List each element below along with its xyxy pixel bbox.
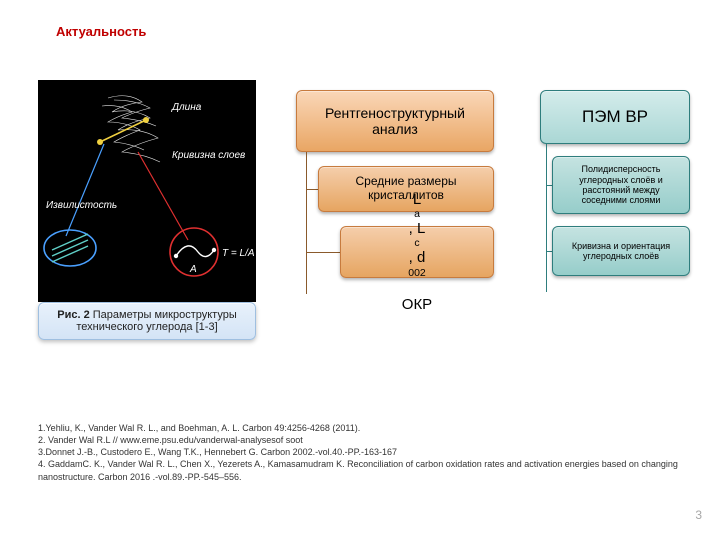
- sa2-box1: ПЭМ ВР: [540, 90, 690, 144]
- ref-3: 3.Donnet J.-B., Custodero E., Wang T.K.,…: [38, 446, 678, 458]
- sa2-box3: Кривизна и ориентация углеродных слоёв: [552, 226, 690, 276]
- ref-4: 4. GaddamC. K., Vander Wal R. L., Chen X…: [38, 458, 678, 482]
- sa1-box2: Средние размеры кристаллитов: [318, 166, 494, 212]
- slide-title: Актуальность: [56, 24, 146, 39]
- sa2-box2: Полидисперсность углеродных слоёв и расс…: [552, 156, 690, 214]
- sa1-box1: Рентгеноструктурный анализ: [296, 90, 494, 152]
- fig-ann-length: Длина: [171, 102, 202, 113]
- figure-image: A T = L/A Длина Кривизна слоев Извилисто…: [38, 80, 256, 302]
- figure-caption-rest: Параметры микроструктуры технического уг…: [76, 309, 236, 333]
- smartart-left: Рентгеноструктурный анализ Средние разме…: [296, 90, 494, 152]
- fig-ann-curvature: Кривизна слоев: [172, 150, 245, 161]
- figure-caption-prefix: Рис. 2: [57, 309, 89, 321]
- sa1-box3: La, Lc, d002ОКР: [340, 226, 494, 278]
- ref-2: 2. Vander Wal R.L // www.eme.psu.edu/van…: [38, 434, 678, 446]
- smartart-right: ПЭМ ВР Полидисперсность углеродных слоёв…: [540, 90, 690, 144]
- fig-ann-tortuosity: Извилистость: [46, 200, 117, 211]
- fig-A-label: A: [189, 264, 197, 275]
- references: 1.Yehliu, K., Vander Wal R. L., and Boeh…: [38, 422, 678, 483]
- ref-1: 1.Yehliu, K., Vander Wal R. L., and Boeh…: [38, 422, 678, 434]
- figure-caption: Рис. 2 Параметры микроструктуры техничес…: [38, 302, 256, 340]
- fig-tla-label: T = L/A: [222, 248, 255, 259]
- page-number: 3: [695, 508, 702, 522]
